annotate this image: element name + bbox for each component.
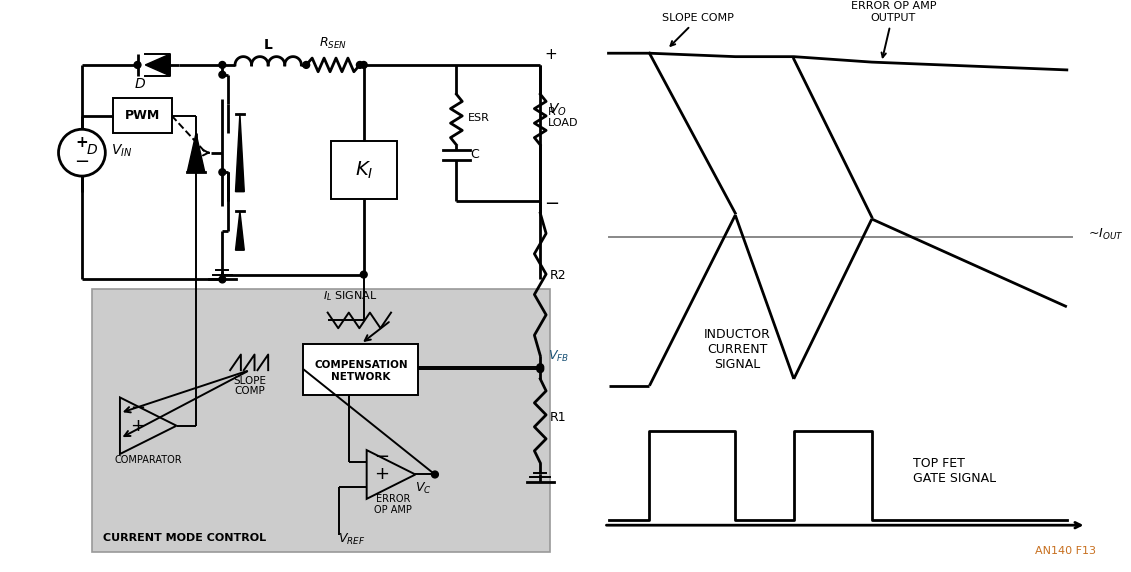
- Polygon shape: [235, 114, 244, 192]
- Text: AN140 F13: AN140 F13: [1035, 546, 1096, 557]
- Text: TOP FET
GATE SIGNAL: TOP FET GATE SIGNAL: [913, 457, 996, 485]
- Circle shape: [537, 366, 544, 372]
- Bar: [303, 344, 418, 395]
- Text: +: +: [76, 136, 88, 150]
- Circle shape: [537, 364, 544, 371]
- Circle shape: [361, 62, 368, 68]
- Text: $V_{IN}$: $V_{IN}$: [111, 142, 132, 159]
- Text: +: +: [374, 466, 389, 483]
- Text: COMP: COMP: [234, 386, 265, 396]
- Text: L: L: [264, 38, 273, 52]
- Circle shape: [219, 276, 226, 283]
- Text: ~$I_{OUT}$: ~$I_{OUT}$: [1088, 227, 1124, 242]
- Bar: [330, 141, 397, 200]
- Text: CURRENT MODE CONTROL: CURRENT MODE CONTROL: [103, 533, 267, 543]
- Text: ERROR
OP AMP: ERROR OP AMP: [374, 494, 412, 515]
- Text: −: −: [374, 448, 389, 466]
- Polygon shape: [235, 211, 244, 250]
- Text: $I_L$ SIGNAL: $I_L$ SIGNAL: [322, 289, 378, 303]
- Text: COMPENSATION: COMPENSATION: [314, 360, 407, 370]
- Text: COMPARATOR: COMPARATOR: [114, 455, 182, 465]
- Circle shape: [356, 62, 363, 68]
- Polygon shape: [188, 133, 205, 172]
- Circle shape: [303, 62, 310, 68]
- Text: −: −: [75, 153, 89, 172]
- Bar: [113, 98, 172, 133]
- Bar: [92, 289, 550, 553]
- Text: ERROR OP AMP
OUTPUT: ERROR OP AMP OUTPUT: [851, 2, 936, 57]
- Text: NETWORK: NETWORK: [331, 372, 390, 382]
- Text: R1: R1: [550, 411, 567, 424]
- Text: $V_C$: $V_C$: [415, 481, 432, 496]
- Text: R2: R2: [550, 269, 567, 283]
- Text: +: +: [544, 47, 556, 62]
- Text: C: C: [470, 148, 478, 161]
- Polygon shape: [366, 450, 415, 499]
- Text: $K_I$: $K_I$: [354, 160, 373, 181]
- Text: −: −: [544, 195, 559, 213]
- Text: SLOPE: SLOPE: [233, 376, 266, 386]
- Text: $V_{REF}$: $V_{REF}$: [338, 532, 365, 547]
- Text: R
LOAD: R LOAD: [549, 107, 579, 128]
- Polygon shape: [145, 54, 170, 76]
- Text: −: −: [130, 399, 145, 417]
- Text: +: +: [130, 416, 145, 435]
- Text: $R_{SEN}$: $R_{SEN}$: [319, 37, 347, 51]
- Circle shape: [432, 471, 439, 478]
- Text: D: D: [135, 77, 146, 92]
- Text: D: D: [87, 142, 97, 157]
- Text: $V_O$: $V_O$: [549, 102, 567, 118]
- Circle shape: [59, 129, 105, 176]
- Circle shape: [135, 62, 141, 68]
- Circle shape: [361, 271, 368, 278]
- Circle shape: [219, 62, 226, 68]
- Text: $V_{FB}$: $V_{FB}$: [549, 348, 569, 364]
- Text: ESR: ESR: [468, 113, 490, 122]
- Circle shape: [219, 169, 226, 176]
- Circle shape: [219, 72, 226, 78]
- Text: PWM: PWM: [124, 109, 159, 122]
- Text: SLOPE COMP: SLOPE COMP: [663, 13, 734, 46]
- Text: INDUCTOR
CURRENT
SIGNAL: INDUCTOR CURRENT SIGNAL: [703, 328, 770, 371]
- Polygon shape: [120, 398, 176, 454]
